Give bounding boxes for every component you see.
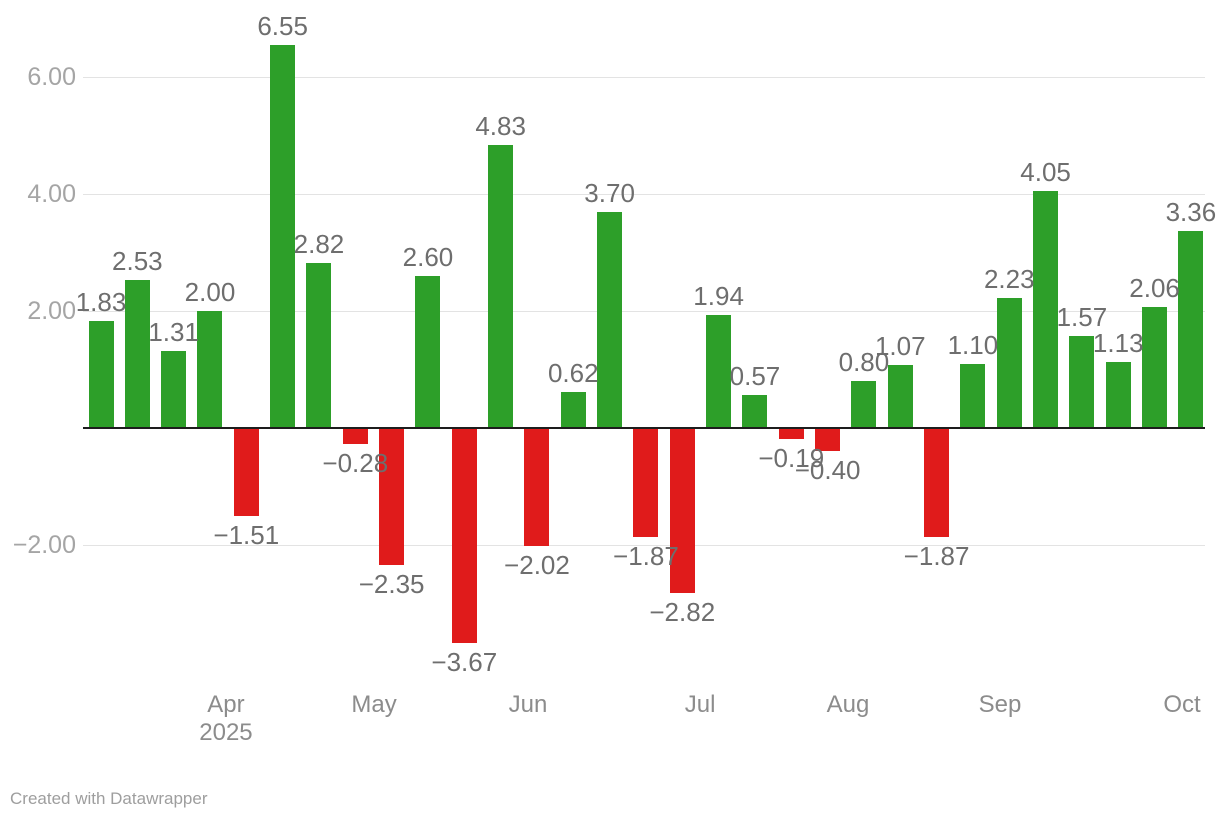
bar[interactable] [1069,336,1095,428]
x-axis-month-label: Jun [508,691,548,718]
gridline [83,76,1205,78]
bar-value-label: 2.06 [1129,273,1180,304]
bar-value-label: −1.87 [613,541,679,572]
gridline [83,310,1205,312]
bar-value-label: 0.57 [729,360,781,391]
bar-value-label: 1.57 [1056,302,1108,333]
bar-value-label: 1.07 [874,331,926,362]
bar[interactable] [415,275,441,428]
zero-baseline [83,427,1205,429]
x-axis-year-label: 2025 [199,719,253,746]
bar[interactable] [706,314,732,428]
bar-value-label: −2.02 [504,550,570,581]
bar[interactable] [88,320,114,428]
bar-value-label: 2.00 [184,277,236,307]
bar[interactable] [851,381,877,428]
bar-value-label: 0.62 [547,357,599,388]
bar[interactable] [488,145,514,428]
bar-value-label: 2.53 [112,245,163,276]
bar[interactable] [342,428,368,445]
bar-value-label: 1.13 [1092,327,1144,358]
gridline [83,193,1205,195]
bar-value-label: 4.83 [475,111,526,142]
bar-value-label: −0.19 [758,443,825,474]
bar-value-label: 2.23 [983,263,1035,294]
x-axis-month-label: Sep [978,691,1022,718]
bar-value-label: 1.94 [693,280,744,311]
bar[interactable] [597,211,623,428]
datawrapper-credit[interactable]: Created with Datawrapper [10,789,208,808]
bar[interactable] [197,311,223,428]
bar-value-label: 2.60 [402,241,454,272]
bar-value-label: 0.80 [838,347,890,378]
bar[interactable] [379,428,405,566]
bar[interactable] [778,428,804,440]
bar[interactable] [233,428,259,517]
bar-value-label: 1.31 [148,317,199,348]
bar[interactable] [161,351,187,428]
bar[interactable] [1105,361,1131,428]
bar[interactable] [524,428,550,547]
y-axis-tick-label: 2.00 [27,297,76,325]
bar[interactable] [742,394,768,428]
x-axis-month-label: May [351,691,397,718]
x-axis-month-label: Aug [826,691,870,718]
bar-value-label: −1.87 [903,541,970,572]
bar[interactable] [451,428,477,643]
bar[interactable] [924,428,950,538]
bar[interactable] [815,428,841,452]
bar-value-label: 2.82 [293,229,345,260]
bar[interactable] [1142,307,1168,428]
bar-value-label: 1.10 [947,329,999,360]
y-axis-tick-label: −2.00 [12,531,76,559]
bar[interactable] [960,363,986,428]
bar-value-label: 4.05 [1020,157,1071,188]
bar-value-label: 3.36 [1165,197,1217,228]
bar-value-label: −2.35 [358,569,425,600]
bar[interactable] [1033,191,1059,428]
bar-value-label: −0.40 [794,455,861,486]
bar-value-label: 3.70 [584,177,635,208]
bar[interactable] [306,263,332,428]
x-axis-month-label: Apr [207,691,245,718]
bar-value-label: −1.51 [213,520,280,551]
bar[interactable] [560,391,586,428]
bar-value-label: 6.55 [257,10,308,41]
x-axis-month-label: Jul [684,691,716,718]
bar[interactable] [887,365,913,428]
bar[interactable] [1178,231,1204,428]
y-axis-tick-label: 6.00 [27,63,76,91]
y-axis-tick-label: 4.00 [27,180,76,208]
bar[interactable] [669,428,695,593]
bar-value-label: −2.82 [649,596,716,627]
bar-value-label: 1.83 [75,286,127,317]
bar-value-label: −0.28 [322,448,389,479]
bar[interactable] [996,297,1022,428]
bar[interactable] [270,44,296,428]
bar[interactable] [124,279,150,428]
gridline [83,544,1205,546]
bar[interactable] [633,428,659,538]
x-axis-month-label: Oct [1163,691,1201,718]
bar-value-label: −3.67 [431,646,498,677]
